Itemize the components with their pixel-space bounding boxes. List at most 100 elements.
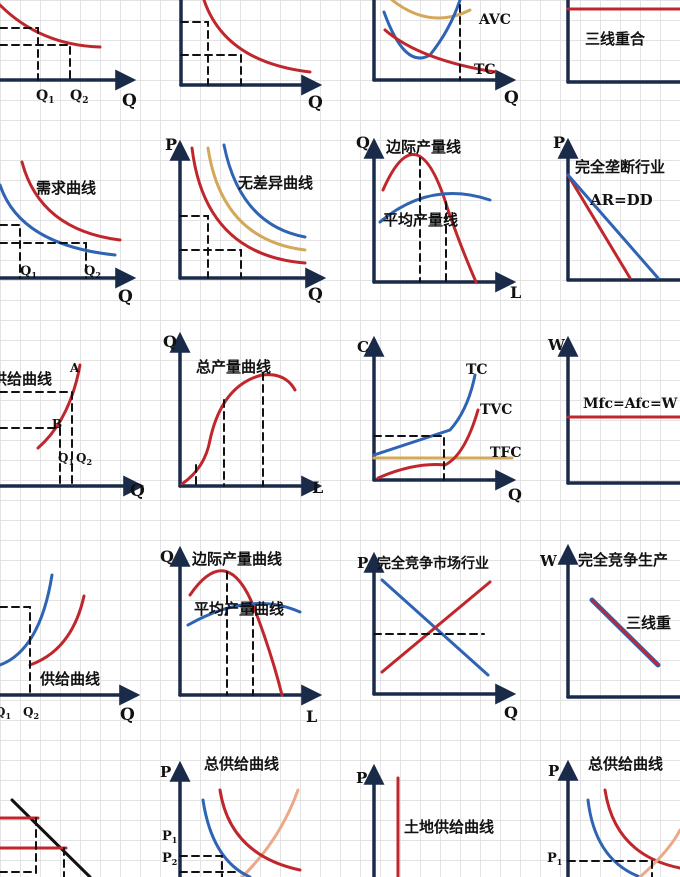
dashed-guide: [0, 27, 71, 81]
panel-r1c2: Q 边际产量线 平均产量线 L: [356, 133, 521, 302]
panel-r2c3: W Mfc=Afc=W: [547, 335, 680, 485]
blue-curve: [201, 798, 252, 877]
tc-label: TC: [466, 362, 488, 378]
dashed-guide: [195, 372, 264, 487]
panel-r2c0: 供给曲线 A B Q1 Q2 Q: [0, 361, 145, 501]
x-axis-label: Q: [118, 287, 133, 307]
p1-label: P1: [162, 829, 177, 845]
x-axis-label: L: [306, 707, 317, 726]
panel-title: 总供给曲线: [204, 755, 279, 773]
q2-label: Q2: [70, 88, 88, 106]
x-axis-label: Q: [122, 91, 137, 111]
tvc-label: TVC: [480, 402, 512, 418]
y-axis-label: P: [165, 135, 177, 154]
mc-curve: [382, 0, 462, 60]
x-axis-label: Q: [308, 93, 323, 113]
avc-label: AVC: [478, 12, 511, 28]
panel-r1c1: P 无差异曲线 Q: [165, 135, 327, 305]
q1-label: Q1: [58, 451, 74, 467]
dashed-guide: [373, 435, 445, 481]
dashed-guide: [0, 817, 65, 877]
panel-r4c0: [0, 798, 92, 877]
point-b: B: [52, 417, 62, 431]
dashed-guide: [0, 606, 31, 696]
average-product-curve: [378, 192, 492, 224]
supply-line: [380, 580, 492, 674]
panel-r0c0: Q1 Q2 Q: [0, 3, 137, 111]
tfc-label: TFC: [490, 445, 522, 461]
q2-label: Q2: [23, 705, 39, 721]
panel-r3c0: 供给曲线 Q1 Q2 Q: [0, 573, 141, 725]
x-axis-label: L: [312, 478, 323, 497]
y-axis-label: Q: [356, 133, 370, 152]
x-axis-label: L: [510, 283, 521, 302]
q1-label: Q1: [20, 264, 37, 280]
blue-curve: [586, 798, 642, 877]
curve: [202, 0, 312, 74]
y-axis-label: W: [547, 336, 566, 354]
panel-title: 完全竞争生产: [578, 551, 668, 569]
panel-title: 完全竞争市场行业: [377, 555, 489, 572]
tc-curve: [372, 373, 477, 457]
total-product-curve: [180, 373, 297, 486]
salmon-curve: [240, 788, 300, 877]
red-curve: [218, 788, 302, 872]
panel-title-2: 平均产量线: [383, 211, 458, 229]
q2-label: Q2: [84, 264, 101, 280]
average-product-curve: [186, 602, 302, 627]
y-axis-label: C: [357, 338, 369, 356]
supply-curve-1: [0, 573, 54, 667]
supply-curve-2: [28, 594, 86, 667]
demand-curve-2: [20, 160, 122, 242]
panel-title: 需求曲线: [36, 179, 96, 197]
q2-label: Q2: [76, 451, 92, 467]
ar-dd-line: [566, 173, 660, 280]
mr-line: [566, 173, 632, 280]
panel-r4c2: P 土地供给曲线: [356, 763, 494, 877]
panel-title: 土地供给曲线: [404, 818, 494, 836]
dashed-guide: [180, 21, 242, 86]
y-axis-label: W: [539, 552, 558, 570]
dashed-guide: [179, 215, 242, 279]
marginal-product-curve: [381, 153, 478, 284]
panel-r3c2: P 完全竞争市场行业 Q: [357, 551, 518, 722]
curve-label: 三线重: [626, 614, 671, 632]
indifference-curve-2: [206, 146, 307, 252]
panel-r0c1: Q: [179, 0, 323, 113]
x-axis-label: Q: [120, 705, 135, 725]
indifference-curve-1: [190, 146, 307, 265]
y-axis-label: P: [357, 554, 368, 572]
merged-line-red: [590, 598, 660, 667]
marginal-product-curve: [188, 569, 284, 697]
indifference-curve-3: [222, 143, 307, 239]
y-axis-label: P: [160, 763, 171, 781]
red-curve: [603, 788, 680, 870]
x-axis-label: Q: [504, 703, 518, 722]
panel-title: 无差异曲线: [237, 174, 313, 192]
panel-r2c1: Q 总产量曲线 L: [163, 331, 323, 497]
atc-curve: [383, 28, 497, 74]
demand-curve-1: [0, 183, 117, 257]
afc-curve: [390, 0, 472, 20]
panel-title-1: 边际产量曲线: [191, 550, 282, 568]
dashed-guide: [0, 391, 73, 487]
y-axis-label: Q: [160, 547, 174, 566]
tc-label: TC: [474, 62, 496, 78]
supply-curve: [36, 363, 82, 450]
x-axis-label: Q: [308, 285, 323, 305]
y-axis-label: Q: [163, 332, 177, 351]
y-axis-label: P: [548, 762, 559, 780]
x-axis-label: Q: [130, 481, 145, 501]
y-axis-label: P: [356, 769, 367, 787]
panel-r4c3: P 总供给曲线 P1: [547, 755, 680, 877]
panel-r4c1: P 总供给曲线 P1 P2: [160, 755, 302, 877]
dashed-guide: [419, 157, 447, 283]
dashed-guide: [226, 571, 254, 696]
panel-r3c3: W 完全竞争生产 三线重: [539, 543, 680, 699]
x-axis-label: Q: [504, 88, 519, 108]
panel-r3c1: Q 边际产量曲线 平均产量曲线 L: [160, 545, 323, 726]
demand-line: [10, 798, 92, 877]
y-axis-label: P: [553, 133, 565, 152]
dashed-guide: [179, 855, 241, 877]
panel-r0c2: AVC TC Q: [372, 0, 519, 108]
